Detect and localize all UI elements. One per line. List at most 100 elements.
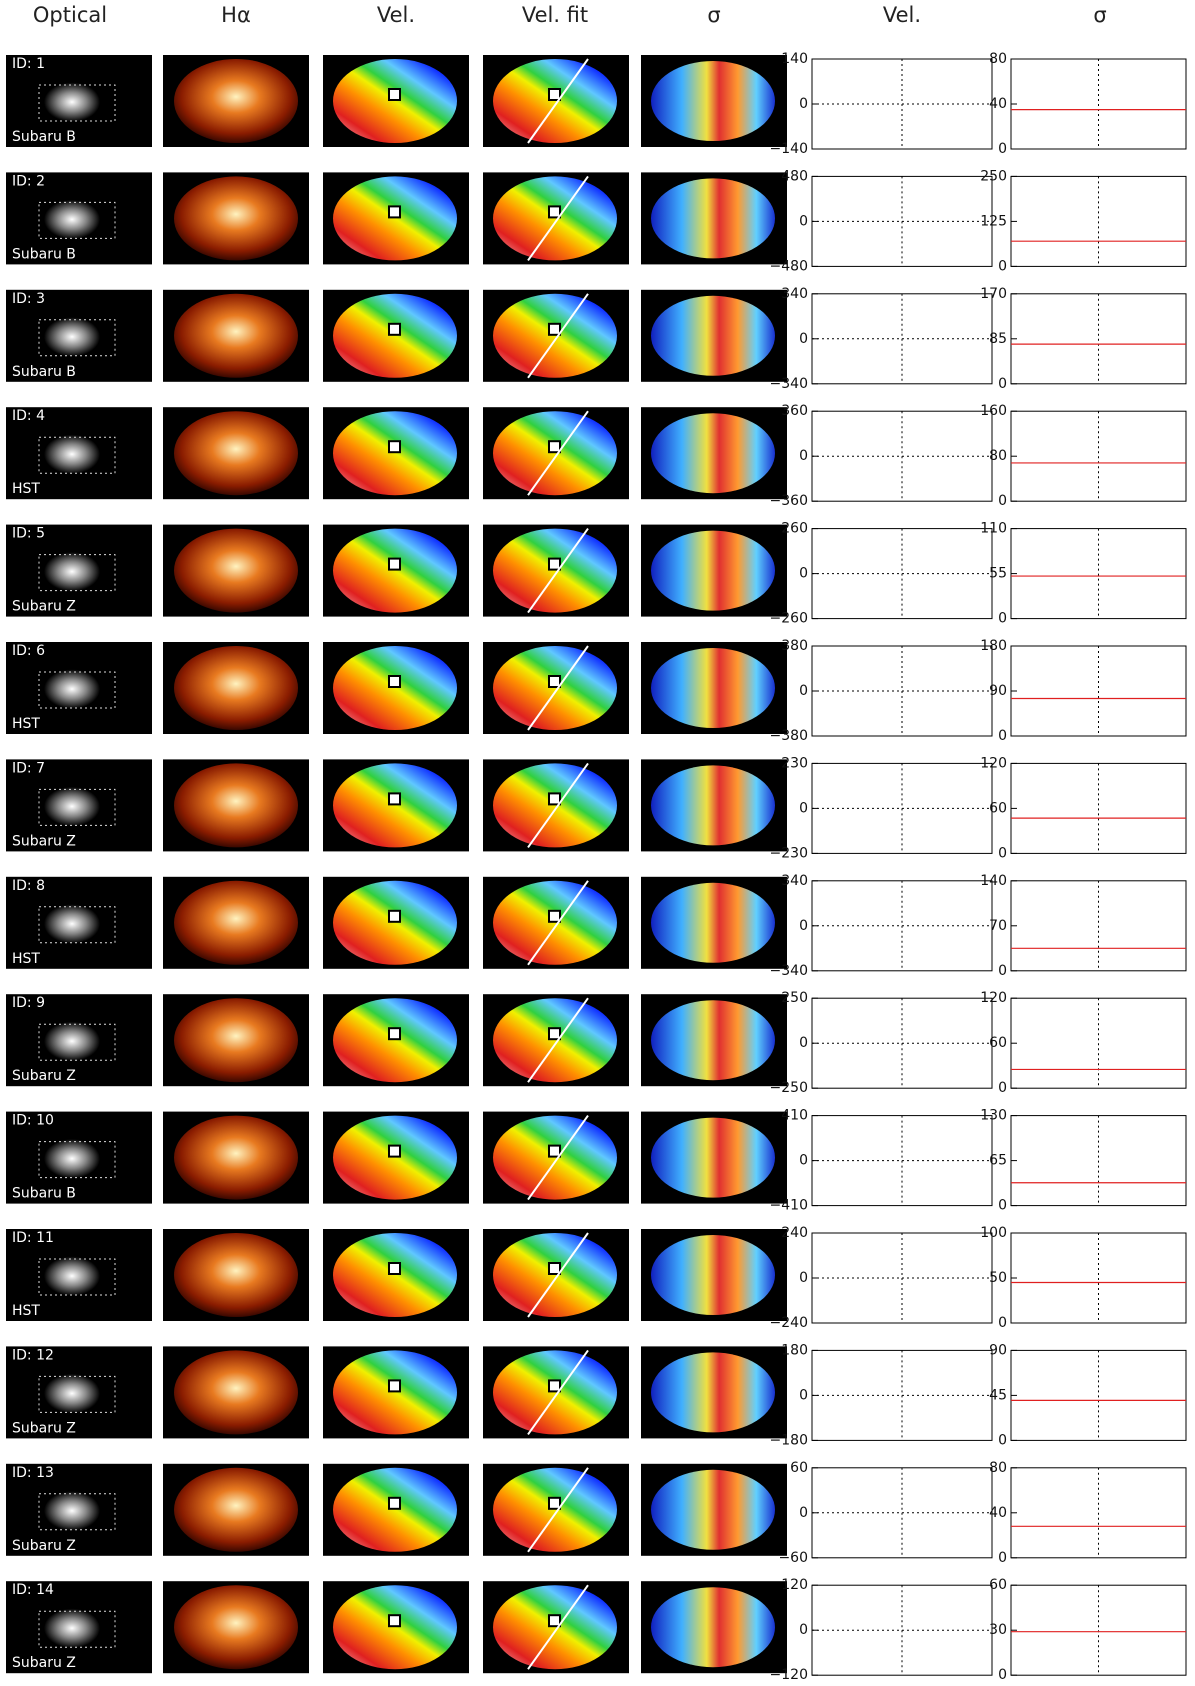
image-source: HST bbox=[12, 1303, 40, 1319]
center-marker bbox=[548, 1496, 561, 1510]
optical-galaxy bbox=[32, 74, 112, 130]
optical-galaxy bbox=[32, 1482, 112, 1539]
kinematic-axis bbox=[527, 880, 589, 966]
slit-box bbox=[38, 788, 116, 826]
center-marker bbox=[388, 205, 401, 219]
column-header: Hα bbox=[221, 3, 251, 27]
row: ID: 2 Subaru B 480 0 −480 250 125 0 bbox=[6, 168, 1187, 274]
y-tick-label: −180 bbox=[770, 1432, 808, 1448]
y-tick-label: 0 bbox=[998, 258, 1007, 274]
galaxy-id: ID: 12 bbox=[12, 1347, 54, 1363]
row: ID: 10 Subaru B 410 0 −410 130 65 0 bbox=[6, 1108, 1187, 1214]
halpha-map bbox=[174, 1115, 298, 1200]
y-tick-label: 340 bbox=[781, 873, 808, 889]
y-tick-label: 90 bbox=[989, 683, 1007, 699]
halpha-map bbox=[174, 176, 298, 261]
dispersion-map bbox=[651, 765, 775, 846]
y-tick-label: −340 bbox=[770, 963, 808, 979]
center-marker bbox=[388, 557, 401, 571]
y-tick-label: 0 bbox=[998, 845, 1007, 861]
center-marker bbox=[548, 322, 561, 336]
y-tick-label: 40 bbox=[989, 96, 1007, 112]
row: ID: 4 HST 360 0 −360 160 80 0 bbox=[6, 403, 1187, 509]
kinematic-axis bbox=[527, 997, 589, 1083]
optical-galaxy bbox=[32, 1013, 112, 1070]
center-marker bbox=[388, 88, 401, 101]
image-source: HST bbox=[12, 951, 40, 967]
center-marker bbox=[548, 792, 561, 806]
galaxy-id: ID: 7 bbox=[12, 760, 45, 776]
galaxy-id: ID: 1 bbox=[12, 56, 45, 72]
y-tick-label: 60 bbox=[989, 800, 1007, 816]
y-tick-label: 0 bbox=[998, 1080, 1007, 1096]
y-tick-label: 0 bbox=[998, 376, 1007, 392]
y-tick-label: 0 bbox=[998, 1550, 1007, 1566]
center-marker bbox=[548, 88, 561, 101]
optical-galaxy bbox=[32, 661, 112, 717]
column-header: Vel. fit bbox=[522, 3, 588, 27]
kinematic-axis bbox=[527, 762, 589, 848]
optical-galaxy bbox=[32, 191, 112, 248]
dispersion-map bbox=[651, 413, 775, 494]
y-tick-label: −340 bbox=[770, 376, 808, 392]
halpha-map bbox=[174, 528, 298, 613]
slit-box bbox=[38, 554, 116, 592]
y-tick-label: 85 bbox=[989, 331, 1007, 347]
y-tick-label: 70 bbox=[989, 918, 1007, 934]
kinematic-axis bbox=[527, 58, 589, 144]
row: ID: 14 Subaru Z 120 0 −120 60 30 0 bbox=[6, 1577, 1187, 1683]
kinematic-axis bbox=[527, 645, 589, 731]
y-tick-label: 0 bbox=[799, 448, 808, 464]
halpha-map bbox=[174, 763, 298, 848]
y-tick-label: 0 bbox=[799, 1035, 808, 1051]
y-tick-label: 410 bbox=[781, 1108, 808, 1124]
y-tick-label: 50 bbox=[989, 1270, 1007, 1286]
y-tick-label: −120 bbox=[770, 1667, 808, 1683]
optical-galaxy bbox=[32, 1248, 112, 1304]
row: ID: 6 HST 380 0 −380 180 90 0 bbox=[6, 638, 1187, 744]
y-tick-label: 260 bbox=[781, 521, 808, 537]
center-marker bbox=[548, 1144, 561, 1158]
slit-box bbox=[38, 906, 116, 944]
y-tick-label: −230 bbox=[770, 845, 808, 861]
center-marker bbox=[548, 1262, 561, 1275]
y-tick-label: 120 bbox=[980, 755, 1007, 771]
y-tick-label: 380 bbox=[781, 638, 808, 654]
halpha-map bbox=[174, 59, 298, 143]
center-marker bbox=[388, 440, 401, 454]
y-tick-label: −410 bbox=[770, 1198, 808, 1214]
dispersion-map bbox=[651, 648, 775, 728]
halpha-map bbox=[174, 1233, 298, 1317]
y-tick-label: 0 bbox=[998, 1432, 1007, 1448]
galaxy-id: ID: 8 bbox=[12, 878, 45, 894]
row: ID: 1 Subaru B 140 0 −140 80 40 0 bbox=[6, 51, 1187, 157]
row: ID: 9 Subaru Z 250 0 −250 120 60 0 bbox=[6, 990, 1187, 1096]
y-tick-label: 45 bbox=[989, 1387, 1007, 1403]
y-tick-label: 65 bbox=[989, 1153, 1007, 1169]
image-source: Subaru B bbox=[12, 1186, 76, 1202]
slit-box bbox=[38, 319, 116, 357]
kinematic-axis bbox=[527, 293, 589, 379]
y-tick-label: 120 bbox=[980, 990, 1007, 1006]
kinematic-axis bbox=[527, 1115, 589, 1201]
y-tick-label: 0 bbox=[799, 1622, 808, 1638]
y-tick-label: 30 bbox=[989, 1622, 1007, 1638]
halpha-map bbox=[174, 411, 298, 496]
row: ID: 7 Subaru Z 230 0 −230 120 60 0 bbox=[6, 755, 1187, 861]
kinematic-axis bbox=[527, 175, 589, 261]
y-tick-label: 0 bbox=[799, 1505, 808, 1521]
center-marker bbox=[548, 909, 561, 923]
image-source: Subaru Z bbox=[12, 1538, 76, 1554]
image-source: HST bbox=[12, 716, 40, 732]
kinematic-axis bbox=[527, 410, 589, 496]
halpha-map bbox=[174, 293, 298, 378]
dispersion-map bbox=[651, 882, 775, 963]
y-tick-label: 240 bbox=[781, 1225, 808, 1241]
center-marker bbox=[388, 909, 401, 923]
optical-galaxy bbox=[32, 1600, 112, 1657]
y-tick-label: 0 bbox=[799, 331, 808, 347]
column-header: Vel. bbox=[377, 3, 415, 27]
slit-box bbox=[38, 1141, 116, 1179]
halpha-map bbox=[174, 1467, 298, 1552]
row: ID: 11 HST 240 0 −240 100 50 0 bbox=[6, 1225, 1187, 1331]
